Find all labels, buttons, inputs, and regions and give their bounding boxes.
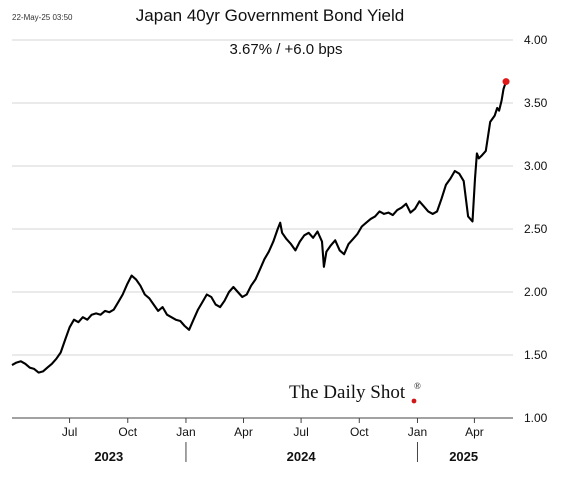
x-tick-label: Oct xyxy=(118,425,137,439)
y-tick-label: 4.00 xyxy=(524,33,548,47)
y-tick-label: 1.50 xyxy=(524,348,548,362)
x-tick-label: Jul xyxy=(293,425,308,439)
x-tick-label: Jan xyxy=(176,425,195,439)
year-labels: 2023 2024 2025 xyxy=(94,442,478,464)
x-tick-label: Apr xyxy=(234,425,253,439)
timestamp: 22-May-25 03:50 xyxy=(12,13,73,22)
series-line-jgb-40yr xyxy=(11,81,507,374)
y-tick-label: 3.00 xyxy=(524,159,548,173)
y-tick-label: 2.00 xyxy=(524,285,548,299)
y-tick-label: 3.50 xyxy=(524,96,548,110)
brand-dot xyxy=(411,398,417,404)
year-label: 2023 xyxy=(94,449,123,464)
last-point-marker xyxy=(502,78,510,86)
y-axis-ticks: 1.00 1.50 2.00 2.50 3.00 3.50 4.00 xyxy=(524,33,548,425)
year-label: 2025 xyxy=(449,449,478,464)
x-tick-label: Jan xyxy=(408,425,427,439)
chart-title: Japan 40yr Government Bond Yield xyxy=(136,6,404,25)
brand-registered-mark: ® xyxy=(414,381,421,391)
brand-logo: The Daily Shot xyxy=(289,382,406,403)
y-tick-label: 2.50 xyxy=(524,222,548,236)
chart-subtitle: 3.67% / +6.0 bps xyxy=(230,41,343,58)
x-tick-label: Jul xyxy=(62,425,77,439)
y-tick-label: 1.00 xyxy=(524,411,548,425)
gridlines xyxy=(12,39,513,356)
x-tick-label: Apr xyxy=(465,425,484,439)
x-tick-label: Oct xyxy=(350,425,369,439)
year-label: 2024 xyxy=(287,449,317,464)
x-axis-ticks: Jul Oct Jan Apr Jul Oct Jan Apr xyxy=(62,418,484,439)
